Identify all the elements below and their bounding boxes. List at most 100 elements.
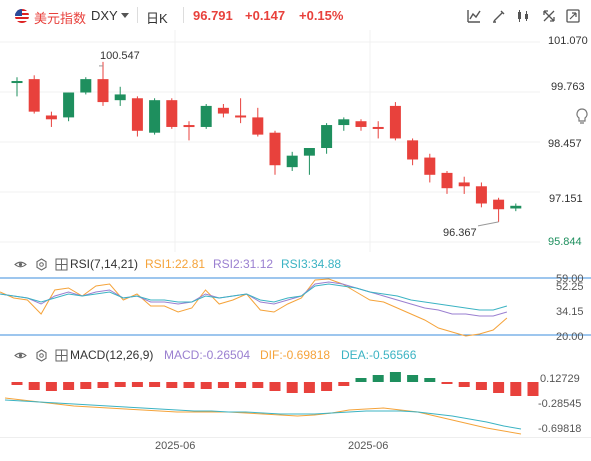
candle-body	[217, 107, 229, 114]
candle-body	[235, 115, 247, 118]
x-tick-label: 2025-06	[348, 440, 389, 452]
compare-icon[interactable]	[515, 8, 531, 24]
y-tick-label: 101.070	[548, 35, 588, 47]
macd-bar	[321, 382, 333, 391]
macd-bar	[510, 382, 522, 396]
candle-body	[475, 186, 487, 204]
macd-bar	[131, 382, 143, 387]
macd-bar	[114, 382, 126, 387]
candle-body	[389, 105, 401, 139]
rsi3-line	[0, 283, 508, 311]
macd-bar	[338, 382, 350, 386]
dea-line	[4, 399, 522, 430]
candle-body	[11, 81, 23, 84]
y-tick-label: 97.151	[549, 193, 583, 205]
fullscreen-icon[interactable]	[541, 8, 557, 24]
macd-bar	[269, 382, 281, 391]
hide-eye-icon[interactable]	[14, 258, 27, 271]
macd-bar	[407, 375, 419, 382]
macd-bar	[235, 382, 247, 388]
macd-tick: 0.12729	[540, 373, 580, 385]
settings-gear-icon[interactable]	[35, 349, 48, 362]
macd-tick: -0.69818	[538, 423, 582, 435]
indicator-select-icon[interactable]	[55, 258, 68, 271]
candle-body	[303, 148, 315, 156]
symbol-code[interactable]: DXY	[91, 8, 118, 23]
last-price: 96.791	[193, 8, 233, 23]
macd-bar	[458, 382, 470, 387]
macd-bar	[252, 382, 264, 388]
macd-bar	[28, 382, 40, 390]
divider	[137, 7, 138, 23]
rsi2-value: RSI2:31.12	[213, 257, 274, 271]
candle-body	[114, 94, 126, 101]
rsi-tick: 34.15	[556, 306, 584, 318]
hide-eye-icon[interactable]	[14, 349, 27, 362]
candle-body	[321, 125, 333, 149]
macd-chart	[4, 372, 539, 435]
dea-value: DEA:-0.56566	[341, 348, 417, 362]
macd-bar	[166, 382, 178, 388]
candle-body	[166, 100, 178, 127]
draw-icon[interactable]	[491, 8, 507, 24]
indicator-icon[interactable]	[466, 8, 482, 24]
candlestick-chart[interactable]	[0, 30, 591, 252]
x-tick-label: 2025-06	[155, 440, 196, 452]
lightbulb-icon[interactable]	[575, 108, 589, 126]
candle-body	[372, 126, 384, 129]
candle-body	[286, 155, 298, 168]
restore-icon[interactable]	[565, 8, 581, 24]
candle-body	[63, 92, 75, 118]
macd-bar	[475, 382, 487, 390]
candle-body	[355, 121, 367, 127]
y-tick-label: 98.457	[548, 138, 582, 150]
dif-line	[4, 397, 522, 435]
candle-body	[424, 157, 436, 175]
candle-body	[200, 105, 212, 127]
macd-bar	[527, 382, 539, 396]
candle-body	[149, 100, 161, 133]
chevron-down-icon[interactable]	[121, 13, 129, 18]
indicator-select-icon[interactable]	[55, 349, 68, 362]
candle-body	[458, 182, 470, 187]
price-change: +0.147	[245, 8, 286, 23]
macd-bar	[389, 372, 401, 382]
rsi-tick: 59.00	[556, 273, 584, 285]
price-change-percent: +0.15%	[299, 8, 344, 23]
period-selector[interactable]: 日K	[146, 11, 168, 26]
candle-body	[407, 140, 419, 160]
macd-bar	[355, 378, 367, 382]
symbol-name[interactable]: 美元指数	[34, 11, 87, 26]
candle-body	[510, 205, 522, 209]
macd-tick: -0.28545	[538, 398, 582, 410]
candle-body	[252, 117, 264, 135]
macd-value: MACD:-0.26504	[164, 348, 251, 362]
rsi-tick: 20.00	[556, 331, 584, 343]
divider	[183, 7, 184, 23]
low-marker-line	[477, 221, 499, 227]
candle-body	[441, 172, 453, 189]
rsi2-line	[0, 281, 508, 317]
y-tick-label-current: 95.844	[548, 236, 582, 248]
macd-bar	[63, 382, 75, 390]
macd-bar	[149, 382, 161, 387]
candle-body	[338, 119, 350, 126]
dif-value: DIF:-0.69818	[260, 348, 331, 362]
high-label: 100.547	[100, 50, 140, 62]
candle-body	[131, 98, 143, 131]
macd-bar	[183, 382, 195, 388]
macd-bar	[97, 382, 109, 388]
top-bar: 美元指数 DXY 日K 96.791 +0.147 +0.15%	[0, 0, 591, 30]
settings-gear-icon[interactable]	[35, 258, 48, 271]
macd-bar	[441, 382, 453, 384]
rsi-tick: 52.25	[556, 281, 584, 293]
rsi3-value: RSI3:34.88	[281, 257, 342, 271]
macd-bar	[11, 382, 23, 385]
us-flag-icon	[15, 9, 29, 23]
rsi1-value: RSI1:22.81	[145, 257, 206, 271]
macd-bar	[80, 382, 92, 389]
rsi-title: RSI(7,14,21)	[70, 257, 139, 271]
y-tick-label: 99.763	[551, 81, 585, 93]
candle-body	[183, 125, 195, 128]
macd-bar	[424, 378, 436, 382]
